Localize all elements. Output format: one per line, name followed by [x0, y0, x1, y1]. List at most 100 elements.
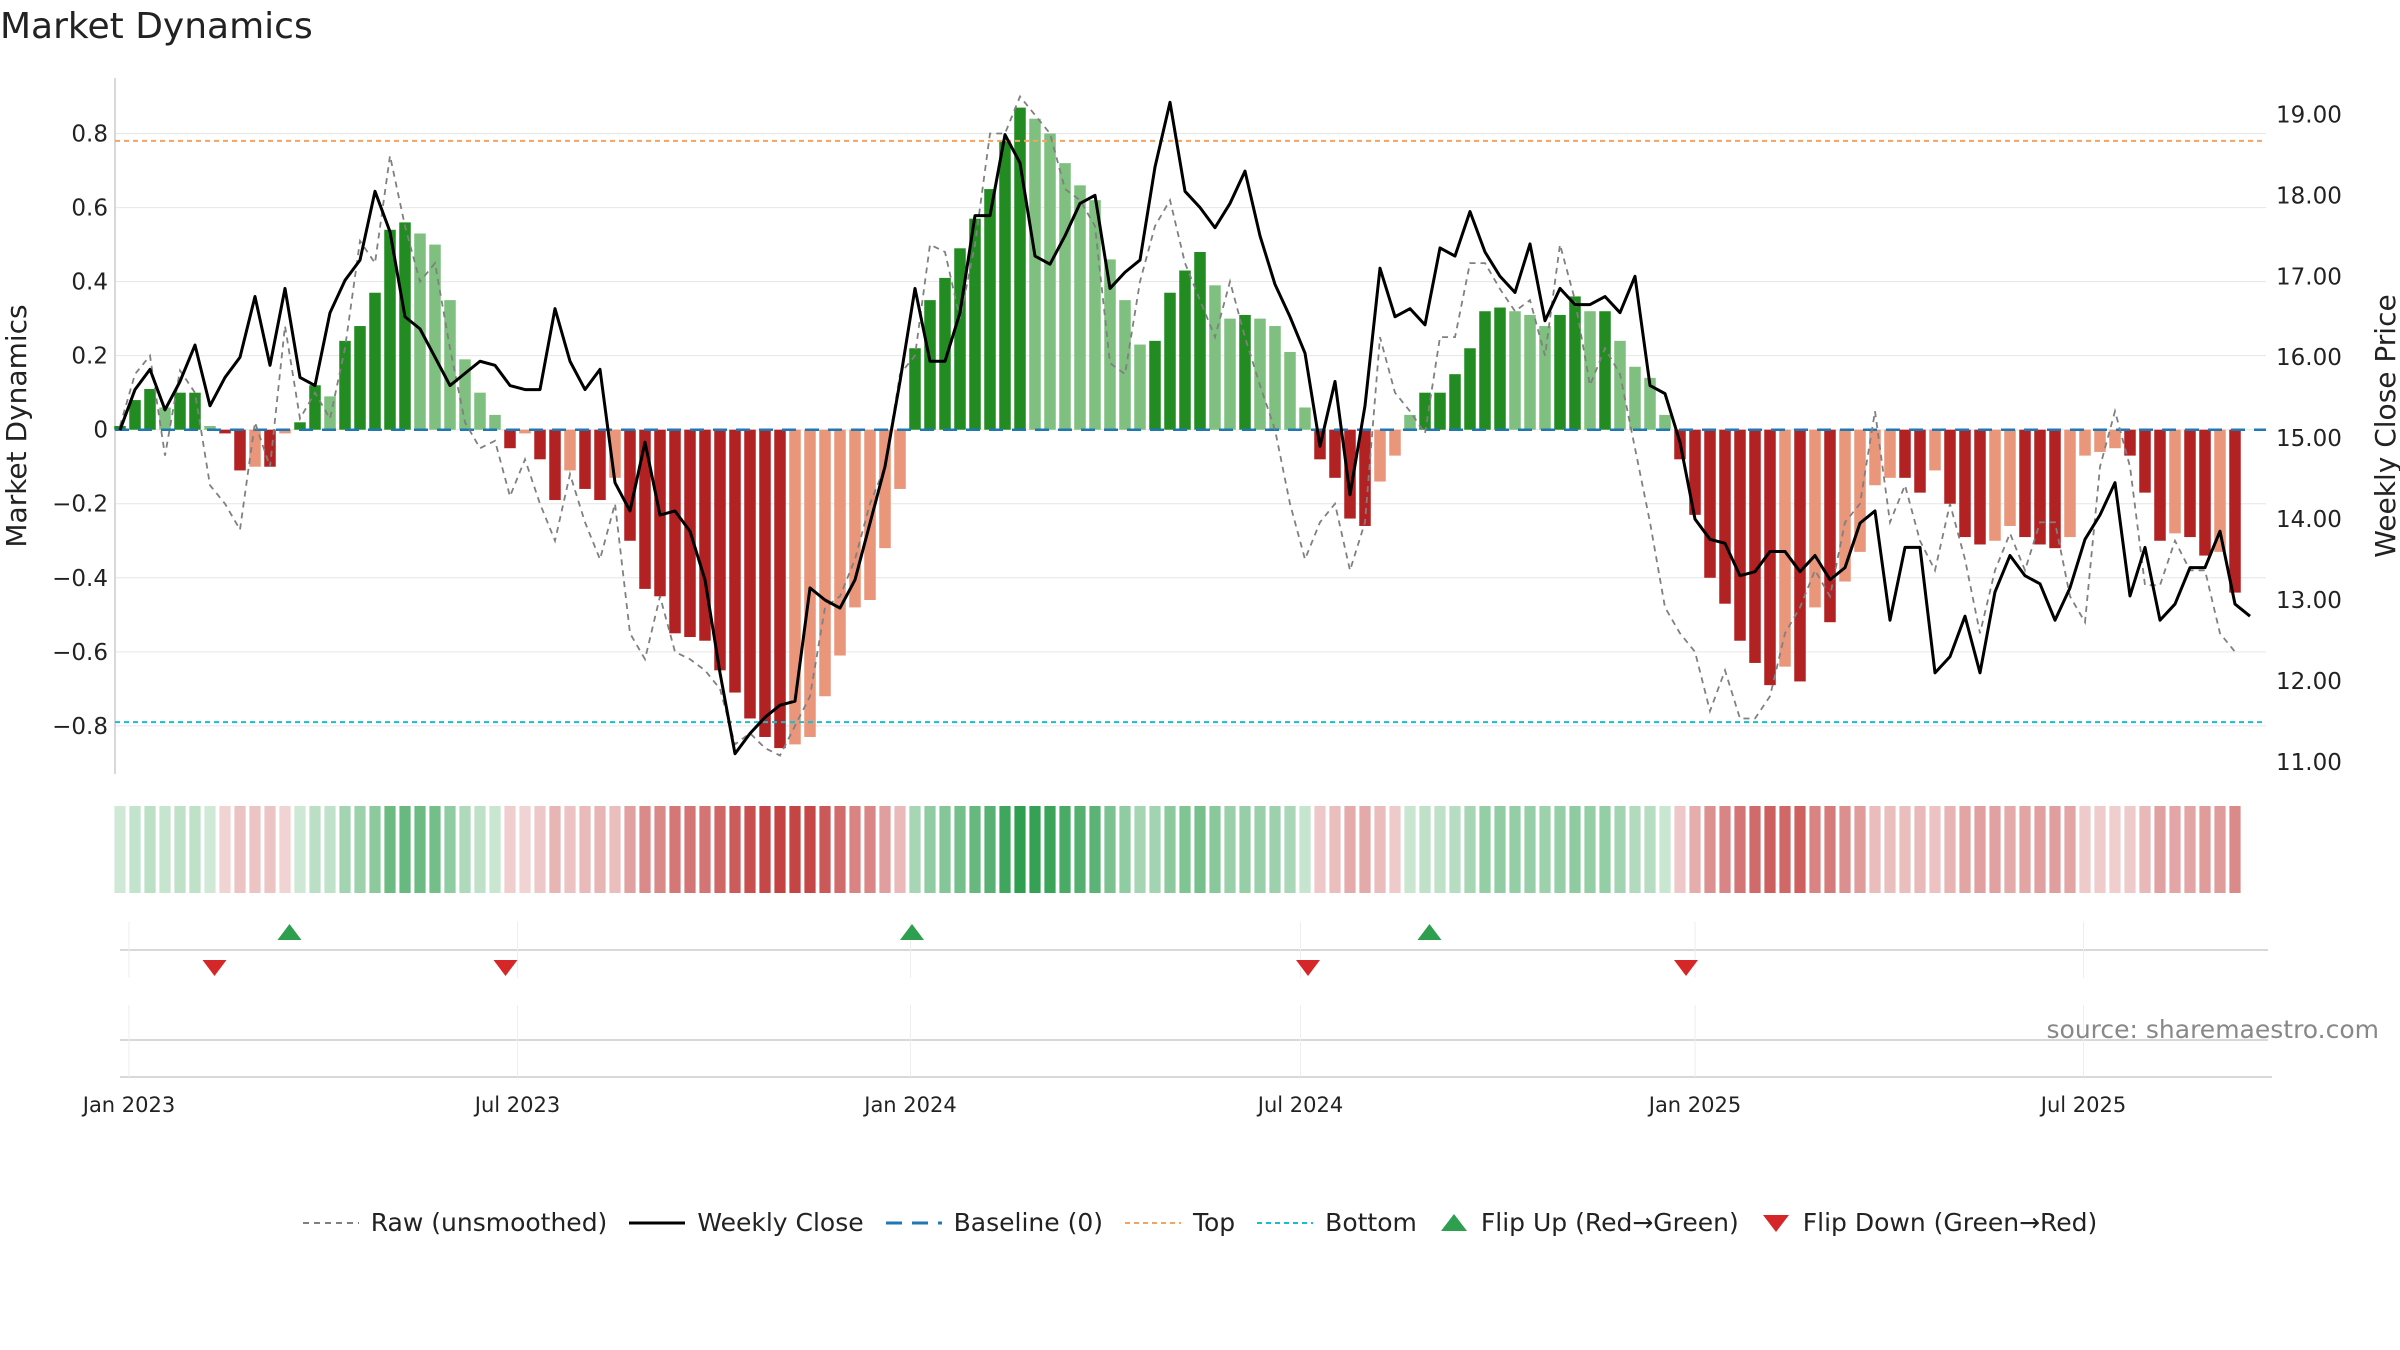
dynamics-bar: [834, 429, 846, 656]
heat-cell: [849, 806, 861, 893]
dynamics-bar: [699, 429, 711, 641]
dynamics-bar: [1914, 429, 1926, 493]
dynamics-bar: [1539, 326, 1551, 430]
heat-cell: [939, 806, 951, 893]
dynamics-bar: [534, 429, 546, 460]
heat-cell: [609, 806, 621, 893]
dynamics-bar: [159, 407, 171, 430]
heat-cell: [384, 806, 396, 893]
flip-up-marker: [277, 924, 302, 940]
heat-cell: [984, 806, 996, 893]
dynamics-bar: [1749, 429, 1761, 663]
heat-cell: [999, 806, 1011, 893]
heat-cell: [1989, 806, 2001, 893]
dynamics-bar: [1869, 429, 1881, 486]
dynamics-bar: [1599, 311, 1611, 430]
heat-cell: [204, 806, 216, 893]
heat-cell: [249, 806, 261, 893]
heat-cell: [429, 806, 441, 893]
heat-cell: [354, 806, 366, 893]
dynamics-bar: [399, 222, 411, 430]
dynamics-bar: [279, 429, 291, 434]
legend-item-flip-down: Flip Down (Green→Red): [1761, 1208, 2097, 1237]
heat-cell: [1554, 806, 1566, 893]
heat-cell: [1449, 806, 1461, 893]
dynamics-bar: [1629, 366, 1641, 430]
dynamics-bar: [579, 429, 591, 489]
legend-item-flip-up: Flip Up (Red→Green): [1439, 1208, 1739, 1237]
heat-cell: [1329, 806, 1341, 893]
legend: Raw (unsmoothed) Weekly Close Baseline (…: [0, 1208, 2400, 1237]
dynamics-bar: [2169, 429, 2181, 534]
legend-baseline-swatch: [885, 1221, 942, 1224]
dynamics-bar: [1164, 292, 1176, 430]
flip-up-marker: [900, 924, 924, 940]
dynamics-bar: [924, 300, 936, 430]
heat-cell: [1104, 806, 1116, 893]
dynamics-bar: [1404, 414, 1416, 430]
heat-cell: [1524, 806, 1536, 893]
heat-cell: [1569, 806, 1581, 893]
heat-cell: [2034, 806, 2046, 893]
dynamics-bar: [609, 429, 621, 478]
heat-cell: [399, 806, 411, 893]
dynamics-bar: [1419, 392, 1431, 430]
y-tick-label: −0.8: [52, 714, 108, 740]
heat-cell: [1659, 806, 1671, 893]
heat-cell: [1404, 806, 1416, 893]
heat-cell: [1674, 806, 1686, 893]
dynamics-bar: [2214, 429, 2226, 552]
dynamics-bar: [189, 392, 201, 430]
heat-cell: [2169, 806, 2181, 893]
dynamics-bar: [384, 229, 396, 430]
dynamics-bar: [339, 340, 351, 430]
heat-cell: [744, 806, 756, 893]
dynamics-bar: [1344, 429, 1356, 519]
heat-cell: [1974, 806, 1986, 893]
heat-cell: [1584, 806, 1596, 893]
heat-cell: [2094, 806, 2106, 893]
dynamics-bar: [1044, 133, 1056, 430]
heat-cell: [1344, 806, 1356, 893]
dynamics-bar: [2139, 429, 2151, 493]
dynamics-bar: [1089, 200, 1101, 430]
dynamics-bar: [1119, 300, 1131, 430]
dynamics-bar: [219, 429, 231, 434]
dynamics-bar: [2019, 429, 2031, 538]
dynamics-bar: [1659, 414, 1671, 430]
x-tick-label: Jan 2025: [1647, 1093, 1742, 1117]
y2-tick-label: 15.00: [2276, 426, 2342, 452]
y2-tick-label: 13.00: [2276, 588, 2342, 614]
legend-item-baseline: Baseline (0): [885, 1208, 1103, 1237]
heat-cell: [1629, 806, 1641, 893]
dynamics-bar: [1929, 429, 1941, 471]
dynamics-bar: [639, 429, 651, 589]
heat-cell: [759, 806, 771, 893]
heat-cell: [1074, 806, 1086, 893]
dynamics-bar: [2154, 429, 2166, 541]
legend-baseline-label: Baseline (0): [953, 1208, 1103, 1237]
heat-cell: [2139, 806, 2151, 893]
heat-cell: [474, 806, 486, 893]
heat-cell: [1149, 806, 1161, 893]
dynamics-bar: [849, 429, 861, 608]
dynamics-bar: [519, 429, 531, 434]
heat-cell: [924, 806, 936, 893]
heat-cell: [1224, 806, 1236, 893]
heat-cell: [2049, 806, 2061, 893]
heat-cell: [1434, 806, 1446, 893]
y-tick-label: 0.4: [71, 270, 108, 296]
dynamics-bar: [1059, 163, 1071, 430]
flip-down-marker: [1674, 960, 1698, 976]
dynamics-bar: [1944, 429, 1956, 504]
dynamics-bar: [1644, 377, 1656, 430]
dynamics-bar: [744, 429, 756, 719]
dynamics-bar: [1194, 252, 1206, 430]
dynamics-bar: [129, 400, 141, 430]
dynamics-bar: [1569, 296, 1581, 430]
y2-tick-label: 18.00: [2276, 183, 2342, 209]
heat-cell: [144, 806, 156, 893]
dynamics-bar: [1839, 429, 1851, 582]
dynamics-bar: [1254, 318, 1266, 430]
heat-cell: [594, 806, 606, 893]
